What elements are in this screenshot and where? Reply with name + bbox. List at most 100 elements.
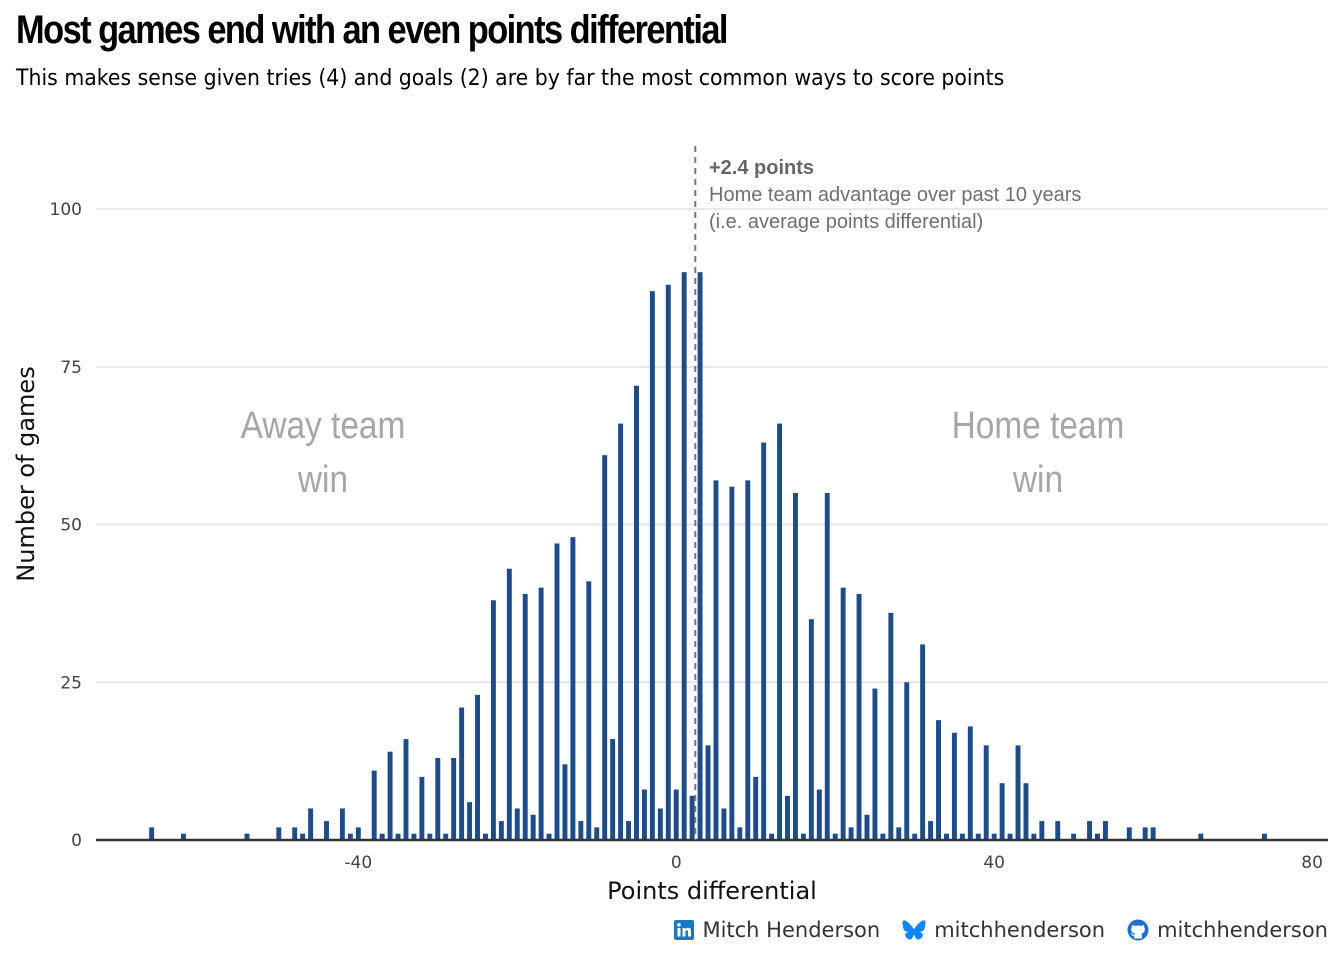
histogram-bar	[180, 833, 186, 840]
histogram-bar	[395, 833, 401, 840]
histogram-bar	[991, 833, 997, 840]
annotation-headline: +2.4 points	[709, 157, 814, 179]
y-tick-label: 25	[60, 673, 82, 693]
histogram-bar	[769, 833, 775, 840]
histogram-bar	[1261, 833, 1267, 840]
histogram-bar	[618, 423, 624, 840]
x-tick-label: -40	[344, 853, 372, 873]
histogram-bar	[808, 619, 814, 840]
histogram-bar	[403, 739, 409, 840]
y-tick-label: 50	[60, 516, 82, 536]
bluesky-handle: mitchhenderson	[934, 918, 1106, 942]
histogram-bar	[951, 732, 957, 840]
histogram-bar	[506, 568, 512, 840]
annotation-line-2: (i.e. average points differential)	[709, 211, 983, 233]
histogram-bar	[912, 833, 918, 840]
histogram-bar	[610, 739, 616, 840]
histogram-bar	[324, 821, 329, 840]
histogram-bar	[785, 795, 790, 840]
histogram-bar	[888, 612, 894, 840]
histogram-bar	[570, 537, 576, 840]
histogram-bar	[920, 644, 926, 840]
histogram-bar	[697, 272, 703, 840]
histogram-bar	[681, 272, 687, 840]
linkedin-name: Mitch Henderson	[702, 918, 881, 942]
histogram-bar	[419, 776, 425, 840]
histogram-bar	[1055, 821, 1061, 840]
histogram-bar	[983, 745, 989, 840]
histogram-bar	[379, 833, 385, 840]
histogram-bar	[959, 833, 965, 840]
grid-lines: 0 25 50 75 100	[50, 200, 1328, 851]
histogram-bar	[602, 455, 608, 840]
y-tick-label: 100	[50, 200, 82, 220]
histogram-bar	[1126, 827, 1132, 840]
histogram-bar	[840, 587, 846, 840]
histogram-bar	[721, 808, 727, 840]
away-team-label: Away team	[241, 404, 406, 446]
histogram-bar	[1071, 833, 1077, 840]
x-tick-label: 80	[1301, 853, 1323, 873]
histogram-bar	[546, 833, 552, 840]
histogram-bar	[967, 726, 973, 840]
histogram-bar	[427, 833, 433, 840]
histogram-bar	[451, 757, 457, 840]
histogram-bar	[1102, 821, 1108, 840]
y-tick-label: 75	[60, 358, 82, 378]
histogram-bar	[459, 707, 465, 840]
histogram-bar	[475, 694, 480, 840]
histogram-bar	[761, 442, 767, 840]
histogram-bar	[292, 827, 298, 840]
histogram-bar	[713, 480, 719, 840]
histogram-bar	[705, 745, 711, 840]
histogram-bar	[1015, 745, 1021, 840]
butterfly-icon	[902, 920, 926, 940]
histogram-bar	[626, 821, 632, 840]
histogram-bar	[928, 821, 934, 840]
histogram-bar	[634, 385, 639, 840]
histogram-bar	[1087, 821, 1093, 840]
home-win-label: win	[1012, 458, 1063, 500]
histogram-bar	[1150, 827, 1156, 840]
histogram-bar	[753, 776, 759, 840]
histogram-bar	[347, 833, 353, 840]
histogram-bar	[832, 833, 838, 840]
histogram-bar	[800, 833, 806, 840]
histogram-bar	[514, 808, 520, 840]
histogram-bar	[538, 587, 544, 840]
histogram-bar	[673, 789, 679, 840]
chart-title: Most games end with an even points diffe…	[16, 8, 728, 52]
histogram-bar	[824, 493, 830, 840]
x-tick-label: 40	[983, 853, 1005, 873]
histogram-bar	[300, 833, 306, 840]
histogram-bar	[649, 291, 655, 840]
histogram-bar	[777, 423, 783, 840]
histogram-bar	[816, 789, 822, 840]
histogram-bar	[1023, 783, 1029, 840]
histogram-bar	[856, 593, 862, 840]
histogram-bar	[665, 284, 671, 840]
histogram-bar	[339, 808, 345, 840]
y-tick-label: 0	[71, 831, 82, 851]
histogram-bar	[530, 814, 536, 840]
histogram-bar	[149, 827, 155, 840]
histogram-bar	[1007, 833, 1013, 840]
histogram-bar	[1039, 821, 1045, 840]
histogram-bar	[729, 486, 735, 840]
histogram-bar	[435, 757, 441, 840]
github-icon	[1127, 919, 1149, 941]
bars	[149, 272, 1267, 840]
histogram-bar	[586, 581, 592, 840]
histogram-bar	[276, 827, 282, 840]
linkedin-icon	[674, 920, 695, 940]
histogram-bar	[308, 808, 314, 840]
histogram-bar	[1198, 833, 1204, 840]
away-win-label: win	[297, 458, 348, 500]
histogram-bar	[737, 827, 743, 840]
histogram-bar	[1142, 827, 1148, 840]
x-tick-label: 0	[671, 853, 682, 873]
histogram-bar	[562, 764, 568, 840]
histogram-bar	[483, 833, 488, 840]
histogram-bar	[411, 833, 417, 840]
